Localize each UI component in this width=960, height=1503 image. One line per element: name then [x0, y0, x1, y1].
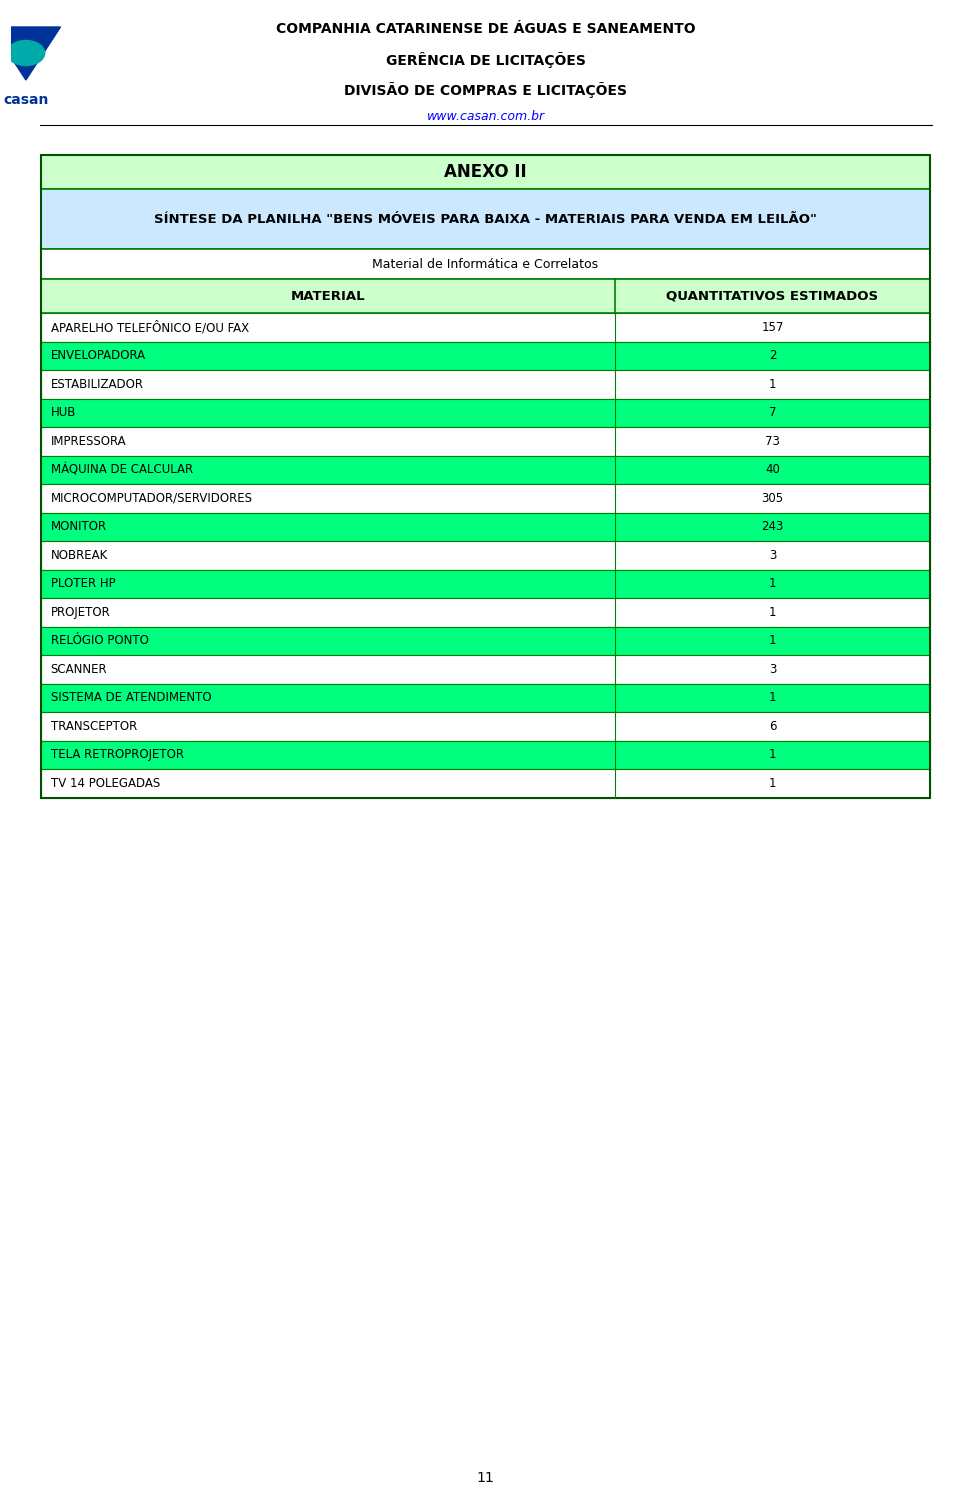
Text: MICROCOMPUTADOR/SERVIDORES: MICROCOMPUTADOR/SERVIDORES: [51, 491, 252, 505]
Text: 3: 3: [769, 549, 776, 562]
Text: 73: 73: [765, 434, 780, 448]
Text: MATERIAL: MATERIAL: [290, 290, 365, 302]
FancyBboxPatch shape: [40, 513, 930, 541]
Text: 7: 7: [769, 406, 777, 419]
Text: APARELHO TELEFÔNICO E/OU FAX: APARELHO TELEFÔNICO E/OU FAX: [51, 320, 249, 334]
Text: 1: 1: [769, 777, 777, 789]
FancyBboxPatch shape: [40, 313, 930, 341]
Text: COMPANHIA CATARINENSE DE ÁGUAS E SANEAMENTO: COMPANHIA CATARINENSE DE ÁGUAS E SANEAME…: [276, 23, 695, 36]
FancyBboxPatch shape: [40, 598, 930, 627]
Text: SCANNER: SCANNER: [51, 663, 108, 676]
Text: NOBREAK: NOBREAK: [51, 549, 108, 562]
FancyBboxPatch shape: [40, 427, 930, 455]
Text: 40: 40: [765, 463, 780, 476]
FancyBboxPatch shape: [40, 455, 930, 484]
Text: 1: 1: [769, 634, 777, 648]
Text: www.casan.com.br: www.casan.com.br: [426, 110, 544, 123]
Text: 305: 305: [761, 491, 783, 505]
Text: 2: 2: [769, 349, 777, 362]
Text: TV 14 POLEGADAS: TV 14 POLEGADAS: [51, 777, 160, 789]
FancyBboxPatch shape: [40, 684, 930, 712]
Polygon shape: [0, 27, 60, 80]
Text: MÁQUINA DE CALCULAR: MÁQUINA DE CALCULAR: [51, 463, 193, 476]
Text: IMPRESSORA: IMPRESSORA: [51, 434, 126, 448]
FancyBboxPatch shape: [40, 249, 930, 280]
Text: ESTABILIZADOR: ESTABILIZADOR: [51, 377, 144, 391]
FancyBboxPatch shape: [40, 189, 930, 249]
Text: ANEXO II: ANEXO II: [444, 162, 527, 180]
Text: HUB: HUB: [51, 406, 76, 419]
Text: MONITOR: MONITOR: [51, 520, 107, 534]
Text: 11: 11: [477, 1471, 494, 1485]
Text: RELÓGIO PONTO: RELÓGIO PONTO: [51, 634, 149, 648]
FancyBboxPatch shape: [40, 398, 930, 427]
Text: PROJETOR: PROJETOR: [51, 606, 110, 619]
FancyBboxPatch shape: [40, 341, 930, 370]
FancyBboxPatch shape: [40, 155, 930, 189]
Text: SISTEMA DE ATENDIMENTO: SISTEMA DE ATENDIMENTO: [51, 691, 211, 705]
Text: 6: 6: [769, 720, 777, 733]
Text: TRANSCEPTOR: TRANSCEPTOR: [51, 720, 137, 733]
Text: 157: 157: [761, 320, 783, 334]
Text: 243: 243: [761, 520, 783, 534]
Ellipse shape: [7, 41, 45, 66]
Text: PLOTER HP: PLOTER HP: [51, 577, 115, 591]
Text: 1: 1: [769, 606, 777, 619]
Text: TELA RETROPROJETOR: TELA RETROPROJETOR: [51, 748, 183, 761]
FancyBboxPatch shape: [40, 280, 930, 313]
FancyBboxPatch shape: [40, 741, 930, 770]
FancyBboxPatch shape: [40, 712, 930, 741]
Text: QUANTITATIVOS ESTIMADOS: QUANTITATIVOS ESTIMADOS: [666, 290, 878, 302]
Text: Material de Informática e Correlatos: Material de Informática e Correlatos: [372, 257, 599, 271]
Text: 3: 3: [769, 663, 776, 676]
FancyBboxPatch shape: [40, 484, 930, 513]
Text: 1: 1: [769, 691, 777, 705]
Text: casan: casan: [3, 93, 49, 107]
Text: GERÊNCIA DE LICITAÇÕES: GERÊNCIA DE LICITAÇÕES: [386, 53, 586, 68]
FancyBboxPatch shape: [40, 570, 930, 598]
Text: DIVISÃO DE COMPRAS E LICITAÇÕES: DIVISÃO DE COMPRAS E LICITAÇÕES: [344, 83, 627, 98]
Text: 1: 1: [769, 748, 777, 761]
FancyBboxPatch shape: [40, 770, 930, 798]
FancyBboxPatch shape: [40, 541, 930, 570]
FancyBboxPatch shape: [40, 655, 930, 684]
Text: 1: 1: [769, 377, 777, 391]
Text: 1: 1: [769, 577, 777, 591]
FancyBboxPatch shape: [40, 627, 930, 655]
FancyBboxPatch shape: [40, 370, 930, 398]
Text: SÍNTESE DA PLANILHA "BENS MÓVEIS PARA BAIXA - MATERIAIS PARA VENDA EM LEILÃO": SÍNTESE DA PLANILHA "BENS MÓVEIS PARA BA…: [155, 212, 817, 225]
Text: ENVELOPADORA: ENVELOPADORA: [51, 349, 146, 362]
